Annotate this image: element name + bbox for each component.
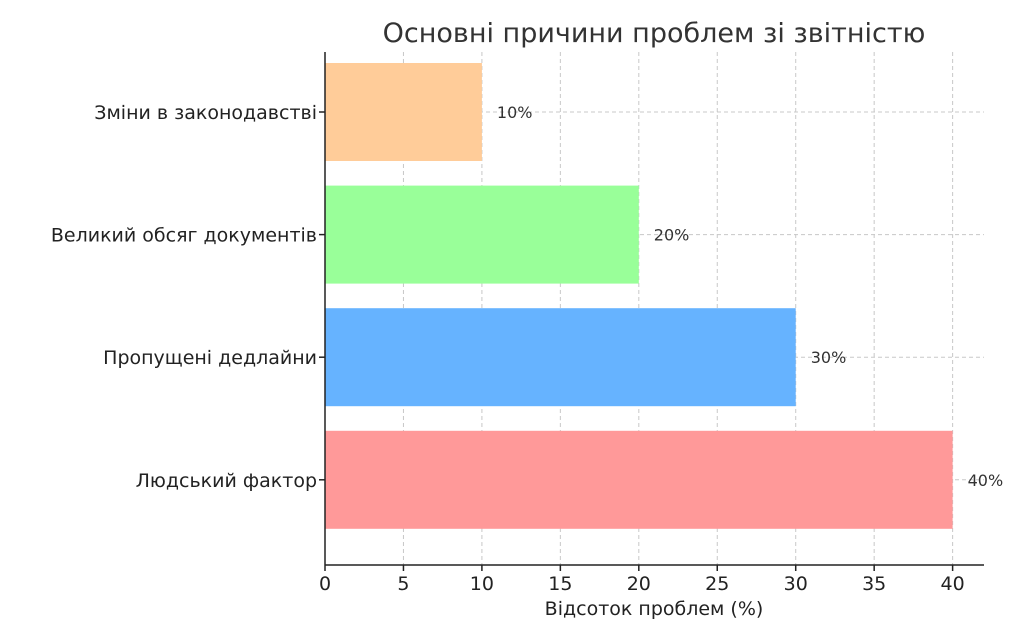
chart-title: Основні причини проблем зі звітністю: [383, 18, 926, 49]
x-tick-labels: 0 5 10 15 20 25 30 35 40: [319, 565, 965, 595]
bar-value-label: 10%: [497, 103, 533, 122]
x-tick-label: 0: [319, 573, 331, 595]
bars: [325, 63, 953, 529]
bar: [325, 185, 639, 284]
category-label: Великий обсяг документів: [51, 225, 317, 247]
category-labels: Людський фактор Пропущені дедлайни Великий…: [51, 102, 325, 492]
bar-value-label: 20%: [654, 226, 690, 245]
x-tick-label: 10: [470, 573, 494, 595]
x-tick-label: 20: [627, 573, 651, 595]
bar: [325, 308, 796, 407]
x-tick-label: 30: [784, 573, 808, 595]
x-tick-label: 40: [941, 573, 965, 595]
category-label: Зміни в законодавстві: [94, 102, 317, 124]
bar: [325, 63, 482, 161]
x-axis-title: Відсоток проблем (%): [545, 598, 764, 620]
x-tick-label: 15: [548, 573, 572, 595]
bar: [325, 430, 953, 529]
x-tick-label: 5: [397, 573, 409, 595]
category-label: Людський фактор: [136, 470, 317, 492]
x-tick-label: 25: [705, 573, 729, 595]
data-labels: 40% 30% 20% 10%: [497, 103, 1003, 490]
bar-value-label: 30%: [811, 348, 847, 367]
category-label: Пропущені дедлайни: [103, 347, 317, 369]
bar-value-label: 40%: [968, 471, 1004, 490]
x-tick-label: 35: [862, 573, 886, 595]
